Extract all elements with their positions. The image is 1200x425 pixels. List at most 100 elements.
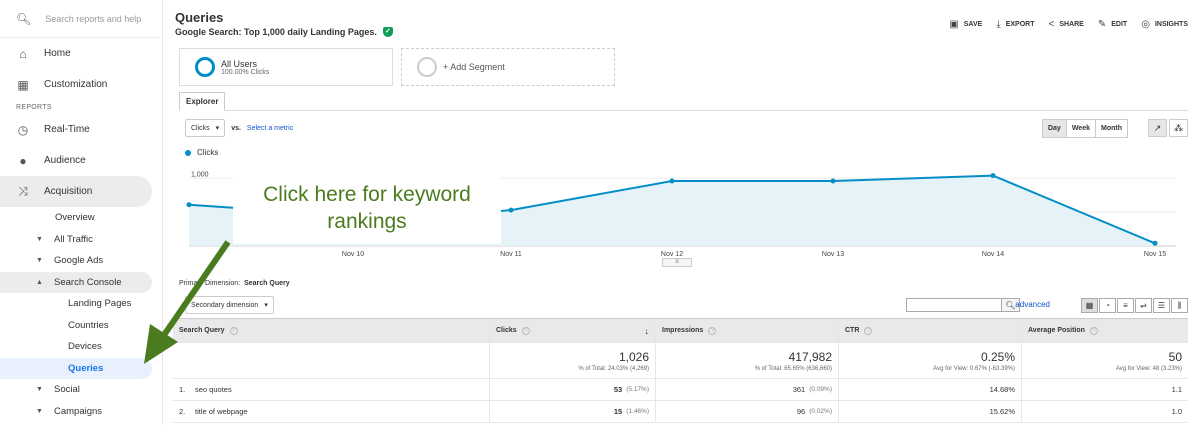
period-week-button[interactable]: Week <box>1066 120 1096 137</box>
help-icon[interactable]: ? <box>521 326 530 335</box>
sidebar-item-home[interactable]: ⌂ Home <box>0 38 162 69</box>
add-segment-label: + Add Segment <box>443 62 505 72</box>
sidebar-search[interactable]: 🔍︎ Search reports and help <box>0 0 162 38</box>
advanced-filter-link[interactable]: advanced <box>1015 300 1050 309</box>
report-toolbar: ▣ SAVE ⤓ EXPORT < SHARE ✎ EDIT ◎ INSIGHTS <box>949 19 1188 30</box>
segment-name: All Users <box>221 58 258 69</box>
performance-icon[interactable]: ≡ <box>1117 298 1134 313</box>
sidebar-item-google-ads[interactable]: ▼ Google Ads <box>0 250 162 272</box>
insights-button[interactable]: ◎ INSIGHTS <box>1141 19 1188 30</box>
period-toggle: Day Week Month <box>1041 119 1128 138</box>
sidebar-item-search-console[interactable]: ▲ Search Console <box>0 271 152 293</box>
pivot-icon[interactable]: ⫼ <box>1171 298 1188 313</box>
sidebar-item-realtime[interactable]: ◷ Real-Time <box>0 114 162 145</box>
help-icon[interactable]: ? <box>864 326 873 335</box>
sidebar-item-label: Audience <box>44 155 86 166</box>
vs-label: vs. <box>231 124 241 132</box>
pie-chart-icon[interactable]: ◔ <box>1099 298 1116 313</box>
sidebar-item-label: Campaigns <box>54 405 103 417</box>
sidebar-item-campaigns[interactable]: ▼ Campaigns <box>0 401 162 423</box>
period-day-button[interactable]: Day <box>1042 120 1067 137</box>
sidebar-item-acquisition[interactable]: ⤨ Acquisition <box>0 176 152 207</box>
sidebar-item-all-traffic[interactable]: ▼ All Traffic <box>0 229 162 251</box>
totals-average-position: 50 Avg for View: 48 (3.23%) <box>1022 343 1188 378</box>
sidebar-item-label: Social <box>54 384 80 396</box>
tab-explorer[interactable]: Explorer <box>179 92 226 111</box>
y-tick-label: 1,000 <box>191 171 209 178</box>
secondary-dimension-dropdown[interactable]: Secondary dimension ▾ <box>185 296 274 314</box>
sidebar-item-queries[interactable]: Queries <box>0 357 152 379</box>
share-button[interactable]: < SHARE <box>1049 19 1084 30</box>
motion-chart-icon[interactable]: ⁂ <box>1169 119 1188 137</box>
select-metric-link[interactable]: Select a metric <box>246 124 294 132</box>
segment-all-users[interactable]: All Users 100.00% Clicks <box>179 48 393 86</box>
comparison-icon[interactable]: ⇌ <box>1135 298 1152 313</box>
clicks-value: 53 <box>613 385 623 394</box>
sort-desc-icon: ↓ <box>644 325 650 336</box>
primary-dimension-value[interactable]: Search Query <box>244 280 290 287</box>
sidebar-item-label: Landing Pages <box>68 298 132 310</box>
ctr-cell: 14.68% <box>839 379 1022 400</box>
data-point <box>186 202 192 208</box>
save-button[interactable]: ▣ SAVE <box>949 19 982 30</box>
column-header-label: Impressions <box>662 326 704 334</box>
query-cell: 2. title of webpage <box>173 401 490 422</box>
help-icon[interactable]: ? <box>1089 326 1098 335</box>
sidebar-item-label: Home <box>44 48 71 59</box>
sidebar-item-audience[interactable]: ● Audience <box>0 145 162 176</box>
caret-right-icon: ▼ <box>36 407 43 415</box>
table-view-toggle: ▦ ◔ ≡ ⇌ ☰ ⫼ <box>1081 298 1188 313</box>
column-header-label: Clicks <box>496 326 517 334</box>
metric-select-value: Clicks <box>191 124 210 132</box>
help-icon[interactable]: ? <box>229 326 238 335</box>
sidebar-item-label: Devices <box>68 341 102 353</box>
sidebar-item-customization[interactable]: ▦ Customization <box>0 69 162 100</box>
sidebar-item-overview[interactable]: Overview <box>0 207 162 229</box>
table-totals-row: 1,026% of Total: 24.03% (4,269) 417,982%… <box>173 343 1188 379</box>
column-header-clicks[interactable]: Clicks? ↓ <box>490 319 656 342</box>
row-index: 1. <box>179 385 186 394</box>
data-point <box>508 207 514 213</box>
position-cell: 1.0 <box>1171 407 1182 416</box>
column-header-search-query[interactable]: Search Query? <box>173 319 490 342</box>
column-header-ctr[interactable]: CTR? <box>839 319 1022 342</box>
help-icon[interactable]: ? <box>708 326 717 335</box>
column-header-label: CTR <box>845 326 860 334</box>
sidebar-item-label: Overview <box>55 212 95 224</box>
chart-resize-handle[interactable]: ≡ <box>662 258 692 267</box>
table-search-input[interactable] <box>906 298 1002 312</box>
position-cell: 1.1 <box>1171 385 1182 394</box>
query-link[interactable]: seo quotes <box>195 385 232 394</box>
line-chart-icon[interactable]: ↗ <box>1148 119 1167 137</box>
add-segment-button[interactable]: + Add Segment <box>401 48 615 86</box>
query-link[interactable]: title of webpage <box>195 407 248 416</box>
table-row: 2. title of webpage 15 (1.46%) 96 (0.02%) 1… <box>173 401 1188 423</box>
pencil-icon: ✎ <box>1097 19 1107 30</box>
column-header-impressions[interactable]: Impressions? <box>656 319 839 342</box>
edit-button[interactable]: ✎ EDIT <box>1098 19 1127 30</box>
metric-select[interactable]: Clicks ▾ <box>185 119 226 137</box>
sidebar-item-countries[interactable]: Countries <box>0 315 162 337</box>
sidebar-item-label: Queries <box>68 362 104 374</box>
column-header-label: Search Query <box>179 326 225 334</box>
sidebar-item-label: Google Ads <box>54 255 104 267</box>
search-input[interactable]: Search reports and help <box>45 13 142 24</box>
insights-icon: ◎ <box>1141 19 1150 30</box>
subtitle-text: Google Search: Top 1,000 daily Landing P… <box>175 27 377 37</box>
term-cloud-icon[interactable]: ☰ <box>1153 298 1170 313</box>
sidebar-item-devices[interactable]: Devices <box>0 336 162 358</box>
clicks-pct: (1.46%) <box>626 408 649 415</box>
totals-ctr: 0.25% Avg for View: 0.67% (-63.39%) <box>839 343 1022 378</box>
secondary-dimension-select[interactable]: Secondary dimension ▾ <box>185 296 274 314</box>
sidebar-item-landing-pages[interactable]: Landing Pages <box>0 293 162 315</box>
sidebar-item-social[interactable]: ▼ Social <box>0 379 162 401</box>
totals-impressions: 417,982% of Total: 65.65% (636,660) <box>656 343 839 378</box>
data-table-icon[interactable]: ▦ <box>1081 298 1098 313</box>
period-month-button[interactable]: Month <box>1096 120 1127 137</box>
search-icon[interactable]: 🔍︎ <box>1002 298 1020 312</box>
export-button[interactable]: ⤓ EXPORT <box>996 19 1034 30</box>
impressions-value: 361 <box>792 385 806 394</box>
column-header-average-position[interactable]: Average Position? <box>1022 319 1188 342</box>
total-sub: % of Total: 24.03% (4,269) <box>578 365 649 372</box>
chart-legend: Clicks <box>185 148 218 157</box>
